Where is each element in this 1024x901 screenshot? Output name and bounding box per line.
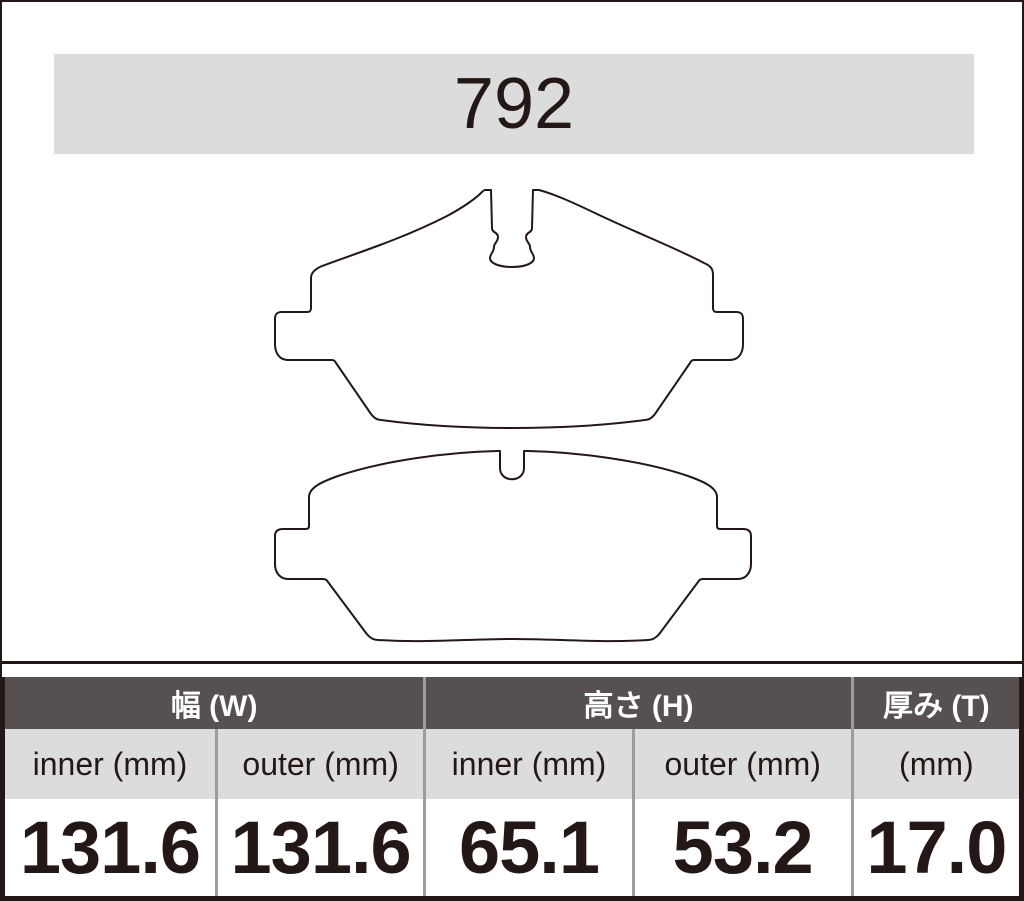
value-height-inner: 65.1 [426, 799, 635, 896]
col-header-width: 幅 (W) [5, 677, 427, 729]
part-number-box: 792 [54, 54, 974, 154]
value-width-inner: 131.6 [5, 799, 218, 896]
subheader-height-inner: inner (mm) [426, 729, 635, 799]
subheader-thickness: (mm) [853, 729, 1019, 799]
subheader-height-outer: outer (mm) [634, 729, 854, 799]
subheader-width-inner: inner (mm) [5, 729, 218, 799]
value-height-outer: 53.2 [634, 799, 854, 896]
col-header-thickness: 厚み (T) [853, 677, 1019, 729]
subheader-width-outer: outer (mm) [217, 729, 427, 799]
col-header-height: 高さ (H) [426, 677, 854, 729]
dimensions-table: 幅 (W) 高さ (H) 厚み (T) inner (mm) outer (mm… [2, 677, 1022, 899]
inner-pad-outline [274, 189, 744, 429]
section-divider-rule [2, 661, 1022, 664]
part-number: 792 [453, 64, 575, 144]
value-width-outer: 131.6 [217, 799, 427, 896]
value-thickness: 17.0 [853, 799, 1019, 896]
outer-pad-outline [274, 450, 752, 643]
brake-pad-diagram [274, 189, 752, 643]
